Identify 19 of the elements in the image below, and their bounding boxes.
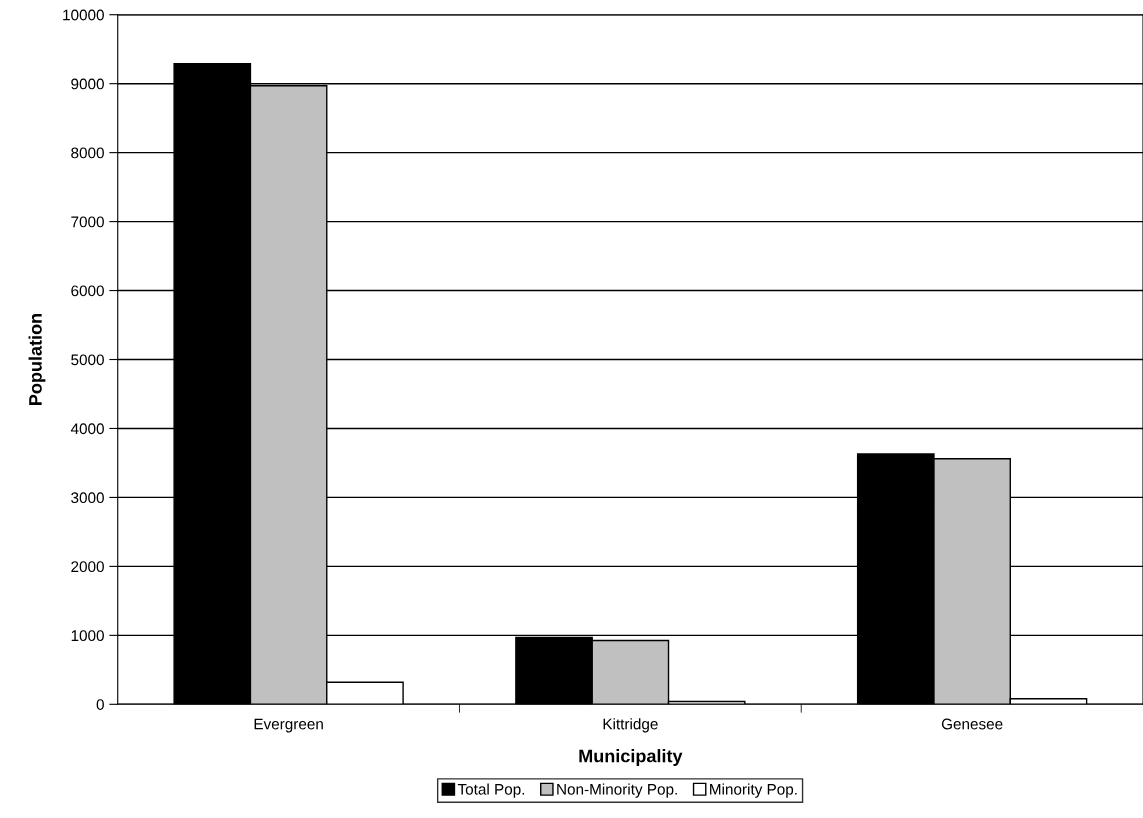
y-tick-label: 9000 [71,78,104,90]
y-tick-label: 7000 [71,216,104,228]
x-tick-label: Genesee [941,718,1003,730]
y-tick-label: 2000 [71,561,104,573]
legend-label: Non-Minority Pop. [557,783,677,798]
y-axis-title: Population [28,313,46,405]
legend-label: Total Pop. [457,783,525,798]
y-tick-label: 4000 [70,423,104,435]
legend-label: Minority Pop. [710,783,797,798]
y-tick-label: 0 [96,699,104,710]
y-tick-label: 10000 [63,9,104,21]
x-tick-label: Kittridge [603,718,658,733]
y-tick-label: 3000 [71,492,104,504]
y-tick-label: 1000 [71,630,104,642]
x-axis-title: Municipality [579,749,683,766]
y-tick-label: 6000 [71,285,104,297]
y-tick-label: 8000 [71,147,104,159]
x-tick-label: Evergreen [254,718,323,733]
y-tick-label: 5000 [71,354,104,366]
